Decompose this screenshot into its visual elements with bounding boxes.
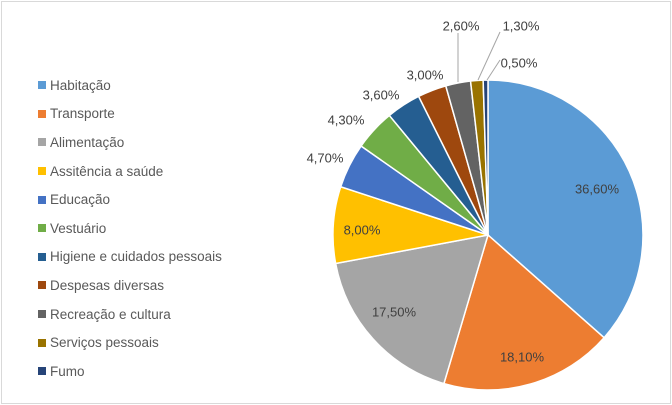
pie-slice [334, 234, 490, 385]
data-label: 4,30% [328, 112, 365, 127]
legend-item: Educação [38, 185, 222, 214]
data-label: 18,10% [500, 349, 545, 364]
legend-swatch [38, 281, 46, 290]
data-label: 3,00% [407, 67, 444, 82]
data-label: 8,00% [344, 222, 381, 237]
legend-item: Recreação e cultura [38, 300, 222, 329]
legend-item: Transporte [38, 100, 222, 129]
legend-swatch [38, 167, 46, 176]
legend-label: Alimentação [50, 134, 125, 150]
legend-swatch [38, 195, 46, 204]
legend-item: Fumo [38, 357, 222, 386]
legend-swatch [38, 138, 46, 147]
legend-item: Habitação [38, 71, 222, 100]
legend-item: Vestuário [38, 214, 222, 243]
legend-label: Despesas diversas [50, 277, 165, 293]
legend-swatch [38, 109, 46, 118]
legend-label: Transporte [50, 106, 115, 122]
legend-label: Higiene e cuidados pessoais [50, 249, 222, 265]
legend-swatch [38, 224, 46, 233]
legend-label: Habitação [50, 77, 111, 93]
legend-swatch [38, 81, 46, 90]
data-label: 17,50% [372, 304, 417, 319]
legend-item: Assitência a saúde [38, 157, 222, 186]
data-label: 36,60% [575, 181, 620, 196]
data-label: 4,70% [307, 150, 344, 165]
legend-item: Higiene e cuidados pessoais [38, 243, 222, 272]
legend: Habitação Transporte Alimentação Assitência… [38, 71, 222, 386]
data-label: 0,50% [501, 55, 538, 70]
pie-slice [482, 79, 489, 236]
legend-label: Assitência a saúde [50, 163, 164, 179]
leader-line [477, 31, 501, 81]
pie-slice [442, 233, 606, 391]
data-label: 3,60% [363, 87, 400, 102]
legend-item: Alimentação [38, 128, 222, 157]
legend-label: Vestuário [50, 220, 107, 236]
legend-swatch [38, 338, 46, 347]
legend-item: Despesas diversas [38, 271, 222, 300]
data-label: 2,60% [443, 18, 480, 33]
data-label: 1,30% [503, 18, 540, 33]
pie-slice [487, 79, 644, 339]
legend-item: Serviços pessoais [38, 328, 222, 357]
legend-label: Recreação e cultura [50, 306, 171, 322]
legend-swatch [38, 252, 46, 261]
legend-swatch [38, 367, 46, 376]
leader-line [486, 59, 501, 81]
legend-label: Serviços pessoais [50, 335, 159, 351]
legend-label: Fumo [50, 363, 85, 379]
legend-label: Educação [50, 192, 111, 208]
legend-swatch [38, 310, 46, 319]
